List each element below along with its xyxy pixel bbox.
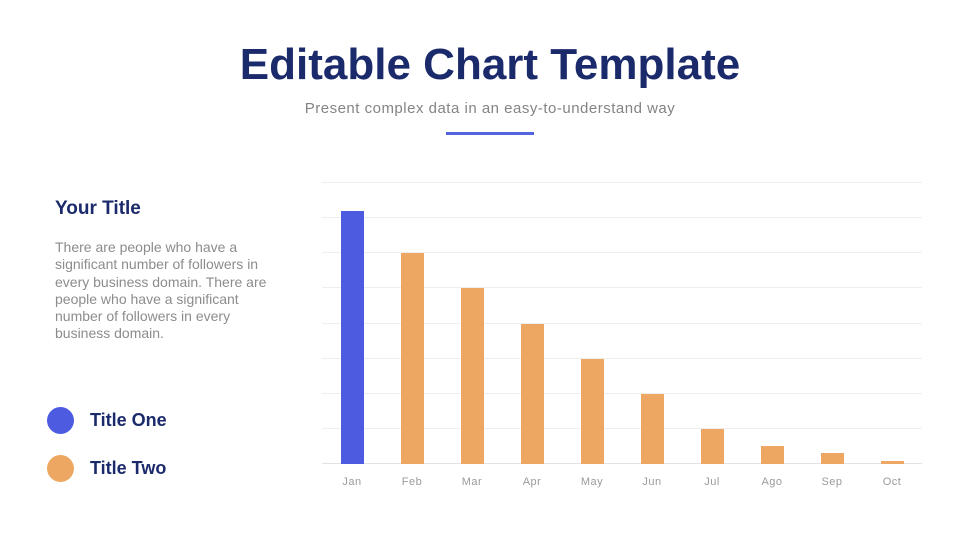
legend-item-title-two: Title Two [47, 455, 167, 482]
left-text-block: Your Title There are people who have a s… [55, 198, 270, 343]
bar-jun [640, 393, 664, 464]
gridline [322, 392, 922, 394]
x-axis-label-sep: Sep [821, 476, 843, 488]
gridline [322, 322, 922, 324]
x-axis-label-oct: Oct [882, 476, 902, 488]
gridline [322, 182, 922, 183]
x-axis-label-mar: Mar [461, 476, 483, 488]
legend-dot-title-one-icon [47, 407, 74, 434]
bar-feb [400, 253, 424, 464]
gridline [322, 252, 922, 254]
page-subtitle: Present complex data in an easy-to-under… [304, 100, 676, 118]
gridline [322, 287, 922, 289]
chart-column-feb: Feb [382, 183, 442, 488]
x-axis-label-jul: Jul [704, 476, 720, 488]
x-axis-line [322, 463, 922, 464]
x-axis-label-feb: Feb [401, 476, 423, 488]
chart-column-apr: Apr [502, 183, 562, 488]
section-body-text: There are people who have a significant … [55, 239, 267, 342]
x-axis-label-ago: Ago [761, 476, 783, 488]
gridline [322, 427, 922, 429]
x-axis-label-jun: Jun [642, 476, 662, 488]
chart-legend: Title One Title Two [47, 407, 167, 503]
chart-column-jun: Jun [622, 183, 682, 488]
legend-label-title-two: Title Two [90, 458, 167, 478]
bar-sep [820, 453, 844, 464]
chart-column-sep: Sep [802, 183, 862, 488]
bars-row: Jan Feb Mar Apr May Jun Jul Ago Sep Oct [322, 183, 922, 488]
x-axis-label-apr: Apr [522, 476, 542, 488]
title-underline-decoration [446, 132, 534, 136]
bar-jan [340, 211, 364, 464]
gridline [322, 217, 922, 219]
bar-chart: Jan Feb Mar Apr May Jun Jul Ago Sep Oct [322, 182, 922, 488]
bar-oct [880, 460, 904, 464]
chart-column-jul: Jul [682, 183, 742, 488]
legend-label-title-one: Title One [90, 410, 167, 430]
bar-jul [700, 428, 724, 464]
page-title: Editable Chart Template [239, 40, 741, 89]
slide-header: Editable Chart Template Present complex … [0, 40, 980, 136]
bar-may [580, 358, 604, 464]
bar-apr [520, 323, 544, 464]
gridline [322, 357, 922, 359]
bar-mar [460, 288, 484, 464]
x-axis-label-may: May [580, 476, 604, 488]
chart-column-may: May [562, 183, 622, 488]
chart-column-oct: Oct [862, 183, 922, 488]
legend-item-title-one: Title One [47, 407, 167, 434]
section-heading: Your Title [55, 198, 141, 219]
legend-dot-title-two-icon [47, 455, 74, 482]
bar-ago [760, 446, 784, 464]
chart-column-ago: Ago [742, 183, 802, 488]
x-axis-label-jan: Jan [342, 476, 362, 488]
chart-column-jan: Jan [322, 183, 382, 488]
chart-column-mar: Mar [442, 183, 502, 488]
